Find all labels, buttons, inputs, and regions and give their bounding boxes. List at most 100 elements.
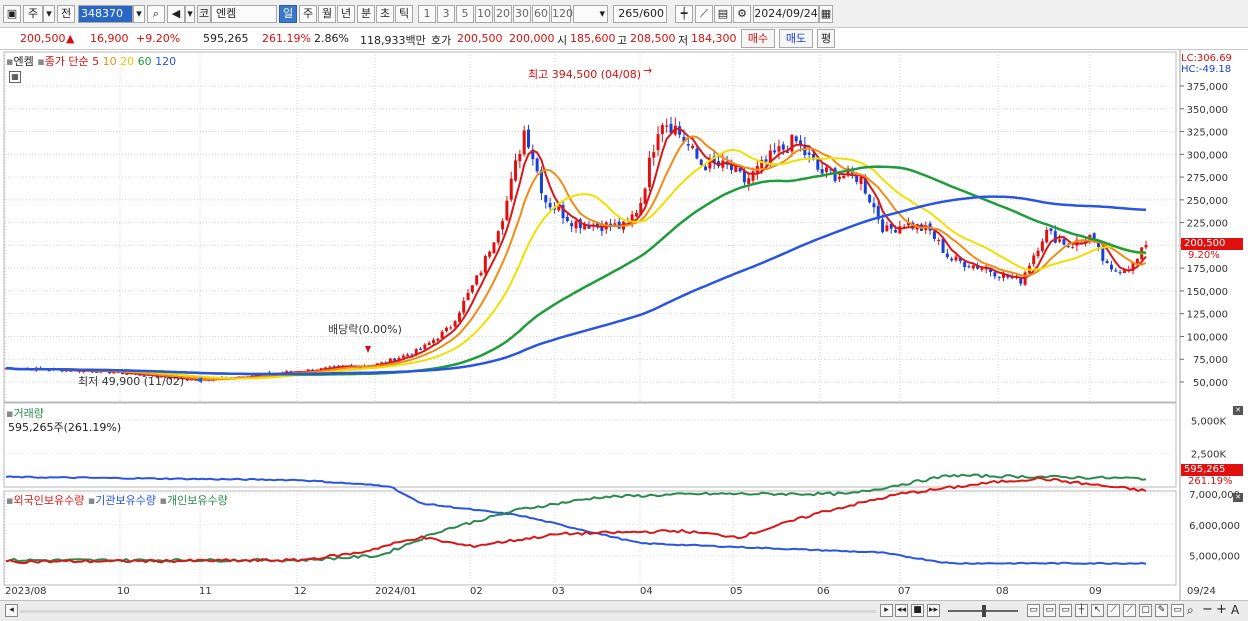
holding-lines xyxy=(5,473,1147,565)
search-icon[interactable]: ⌕ xyxy=(147,5,165,23)
zoom-out-icon[interactable]: − xyxy=(1202,602,1213,617)
rewind-icon[interactable]: ◂◂ xyxy=(895,604,908,617)
candle-icon[interactable]: ┿ xyxy=(675,5,693,23)
speaker-icon[interactable]: ◀ xyxy=(167,5,185,23)
period-minute[interactable]: 분 xyxy=(357,5,375,23)
prev-button[interactable]: 전 xyxy=(57,5,75,23)
interval-60[interactable]: 60 xyxy=(532,5,550,23)
candle-body xyxy=(954,256,958,261)
interval-10[interactable]: 10 xyxy=(475,5,493,23)
close-icon[interactable]: ✕ xyxy=(1233,406,1243,415)
price-change-pct: +9.20% xyxy=(136,32,181,45)
candle-body xyxy=(669,123,673,134)
candle-body xyxy=(47,370,51,372)
ma-20-line xyxy=(5,148,1147,380)
max-price-label: 최고 394,500 (04/08) xyxy=(528,68,642,81)
candle-body xyxy=(501,221,505,230)
ask-price: 200,000 xyxy=(509,32,555,45)
period-month[interactable]: 월 xyxy=(318,5,336,23)
interval-120[interactable]: 120 xyxy=(551,5,573,23)
trend-icon[interactable]: ⟋ xyxy=(1123,604,1136,617)
fast-forward-icon[interactable]: ▸▸ xyxy=(927,604,940,617)
period-tick[interactable]: 틱 xyxy=(395,5,413,23)
price-tick-label: 350,000 xyxy=(1187,105,1228,116)
layout-icon[interactable]: ▭ xyxy=(1059,604,1072,617)
close-icon[interactable]: ✕ xyxy=(1233,493,1243,502)
save-icon[interactable]: ▤ xyxy=(714,5,732,23)
pane-frame xyxy=(3,490,1177,586)
cursor-icon[interactable]: ↖ xyxy=(1091,604,1104,617)
gear-icon[interactable]: ⚙ xyxy=(733,5,751,23)
draw-icon[interactable]: ⟋ xyxy=(695,5,713,23)
period-year[interactable]: 년 xyxy=(337,5,355,23)
buy-button[interactable]: 매수 xyxy=(741,29,775,48)
candle-body xyxy=(734,166,738,172)
window-icon[interactable]: ▣ xyxy=(3,5,21,23)
layout-icon[interactable]: ▭ xyxy=(1043,604,1056,617)
candle-body xyxy=(375,363,379,365)
calculator-icon[interactable]: ▦ xyxy=(9,71,21,83)
candle-body xyxy=(647,157,651,188)
layout-icon[interactable]: ▭ xyxy=(1171,604,1184,617)
candle-body xyxy=(483,255,487,273)
code-dropdown-icon[interactable]: ▾ xyxy=(133,5,145,23)
pane-frame xyxy=(3,51,1177,403)
count-field[interactable]: 265/600 xyxy=(613,5,667,23)
interval-5[interactable]: 5 xyxy=(456,5,474,23)
eval-button[interactable]: 평 xyxy=(817,29,835,48)
stock-name-field[interactable]: 엔켐 xyxy=(211,5,277,23)
x-axis-label: 12 xyxy=(294,586,307,597)
scroll-right-icon[interactable]: ▸ xyxy=(880,604,893,617)
candle-body xyxy=(1032,255,1036,265)
market-tab[interactable]: 주 xyxy=(23,5,43,23)
candle-body xyxy=(634,212,638,217)
date-field[interactable]: 2024/09/24 xyxy=(753,5,819,23)
candle-body xyxy=(1144,244,1148,248)
candle-body xyxy=(328,366,332,368)
candle-body xyxy=(531,149,535,160)
trend-icon[interactable]: ⟋ xyxy=(1107,604,1120,617)
volume-tick-label: 5,000K xyxy=(1191,416,1227,427)
chevron-down-icon[interactable]: ▾ xyxy=(43,5,55,23)
period-second[interactable]: 초 xyxy=(376,5,394,23)
candle-body xyxy=(393,358,397,361)
chevron-down-icon[interactable]: ▾ xyxy=(185,5,195,23)
stock-code-input[interactable]: 348370 xyxy=(78,5,133,23)
candle-body xyxy=(665,125,669,127)
y-axis-ticks: 375,000 350,000 325,000 300,000 275,000 250,0… xyxy=(1180,82,1240,563)
horizontal-scrollbar[interactable] xyxy=(20,610,876,613)
interval-30[interactable]: 30 xyxy=(513,5,531,23)
stop-icon[interactable]: ■ xyxy=(911,604,924,617)
candle-body xyxy=(708,158,712,169)
interval-3[interactable]: 3 xyxy=(437,5,455,23)
candle-body xyxy=(1092,233,1096,240)
copy-icon[interactable]: ▢ xyxy=(1139,604,1152,617)
candle-body xyxy=(872,203,876,208)
price-legend: ▪엔켐 ▪종가 단순 5 10 20 60 120 xyxy=(6,53,176,69)
period-day[interactable]: 일 xyxy=(279,5,297,23)
layout-icon[interactable]: ▭ xyxy=(1027,604,1040,617)
zoom-in-icon[interactable]: + xyxy=(1216,602,1227,617)
interval-20[interactable]: 20 xyxy=(494,5,512,23)
candle-body xyxy=(846,168,850,176)
price-tick-label: 100,000 xyxy=(1187,332,1228,343)
candle-body xyxy=(630,214,634,223)
zoom-search-icon[interactable]: ⌕ xyxy=(1187,603,1194,617)
zoom-slider-handle[interactable] xyxy=(982,605,986,617)
crosshair-icon[interactable]: ┼ xyxy=(1075,604,1088,617)
period-week[interactable]: 주 xyxy=(299,5,317,23)
pen-icon[interactable]: ✎ xyxy=(1155,604,1168,617)
candle-body xyxy=(565,216,569,222)
candle-body xyxy=(742,170,746,183)
candle-body xyxy=(1040,241,1044,251)
font-icon[interactable]: A xyxy=(1231,603,1240,617)
scroll-left-icon[interactable]: ◂ xyxy=(5,604,18,617)
interval-1[interactable]: 1 xyxy=(418,5,436,23)
x-axis-label: 08 xyxy=(996,586,1009,597)
chart-canvas[interactable]: 375,000 350,000 325,000 300,000 275,000 250,0… xyxy=(0,50,1248,600)
calendar-icon[interactable]: ▦ xyxy=(819,5,833,23)
x-axis-label: 09/24 xyxy=(1187,586,1216,597)
candle-body xyxy=(984,268,988,270)
sell-button[interactable]: 매도 xyxy=(779,29,813,48)
interval-dropdown[interactable]: ▾ xyxy=(573,5,608,23)
